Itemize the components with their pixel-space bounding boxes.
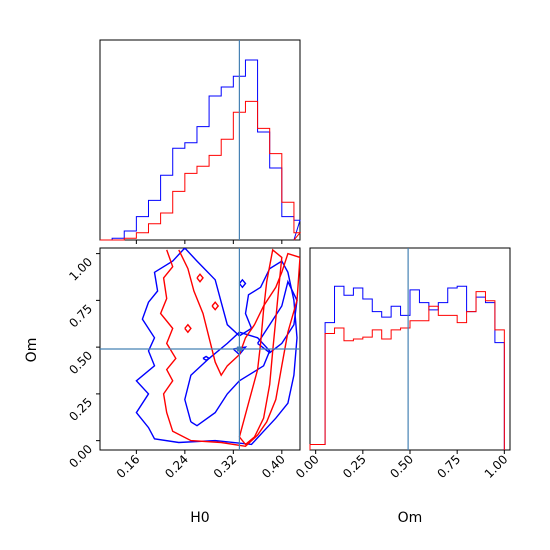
h0-histogram-frame <box>99 39 301 241</box>
red-om-histogram-line <box>309 291 505 450</box>
blue-om-histogram-line <box>309 285 505 450</box>
h0-x-tick-label-3: 0.40 <box>259 452 288 481</box>
x-axis-label-h0: H0 <box>190 510 209 526</box>
om-x-tick-label-0: 0.00 <box>293 452 322 481</box>
blue-contour-4 <box>238 278 247 289</box>
h0-x-tick-label-0: 0.16 <box>114 452 143 481</box>
om-y-tick-label-3: 0.75 <box>66 302 95 331</box>
om-y-tick-label-1: 0.25 <box>66 395 95 424</box>
red-contour-3 <box>184 323 192 334</box>
h0-x-tick-label-1: 0.24 <box>162 452 191 481</box>
om-vs-h0-contours <box>100 248 300 450</box>
h0-x-tick-label-2: 0.32 <box>211 452 240 481</box>
x-axis-label-om: Om <box>398 510 423 526</box>
red-contour-2 <box>196 273 204 283</box>
blue-contour-5 <box>202 355 211 362</box>
blue-contour-0 <box>135 248 298 446</box>
h0-histogram <box>100 40 302 241</box>
blue-h0-histogram-line <box>100 59 301 241</box>
om-x-tick-label-3: 0.75 <box>434 452 463 481</box>
om-y-tick-label-4: 1.00 <box>66 255 95 284</box>
red-contour-0 <box>159 249 300 448</box>
om-y-tick-label-2: 0.50 <box>66 348 95 377</box>
om-y-tick-label-0: 0.00 <box>66 442 95 471</box>
om-x-tick-label-4: 1.00 <box>482 452 511 481</box>
om-x-tick-label-2: 0.50 <box>387 452 416 481</box>
red-contour-4 <box>211 301 220 311</box>
red-contour-1 <box>238 248 283 446</box>
red-h0-histogram-line <box>100 100 302 241</box>
truth-marker <box>236 346 242 352</box>
blue-contour-1 <box>184 331 271 427</box>
om-histogram <box>309 248 505 450</box>
om-x-tick-label-1: 0.25 <box>340 452 369 481</box>
om-histogram-frame <box>309 247 511 451</box>
y-axis-label-om: Om <box>24 338 40 363</box>
